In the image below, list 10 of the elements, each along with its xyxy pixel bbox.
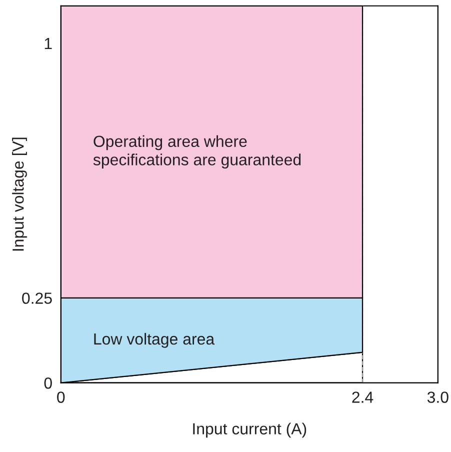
series-label: Low voltage area: [94, 332, 215, 348]
x-tick-label: 3.0: [427, 392, 448, 403]
x-axis-title: Input current (A): [193, 422, 306, 438]
y-tick-label: 0: [44, 377, 52, 389]
series-label: Operating area where specifications are guaranteed: [93, 135, 301, 169]
x-tick-label: 0: [57, 392, 65, 403]
y-tick-label: 0.25: [22, 292, 52, 304]
y-axis-title: Input voltage [V]: [12, 138, 27, 251]
y-tick-label: 1: [44, 38, 52, 50]
x-tick-label: 2.4: [352, 392, 374, 403]
